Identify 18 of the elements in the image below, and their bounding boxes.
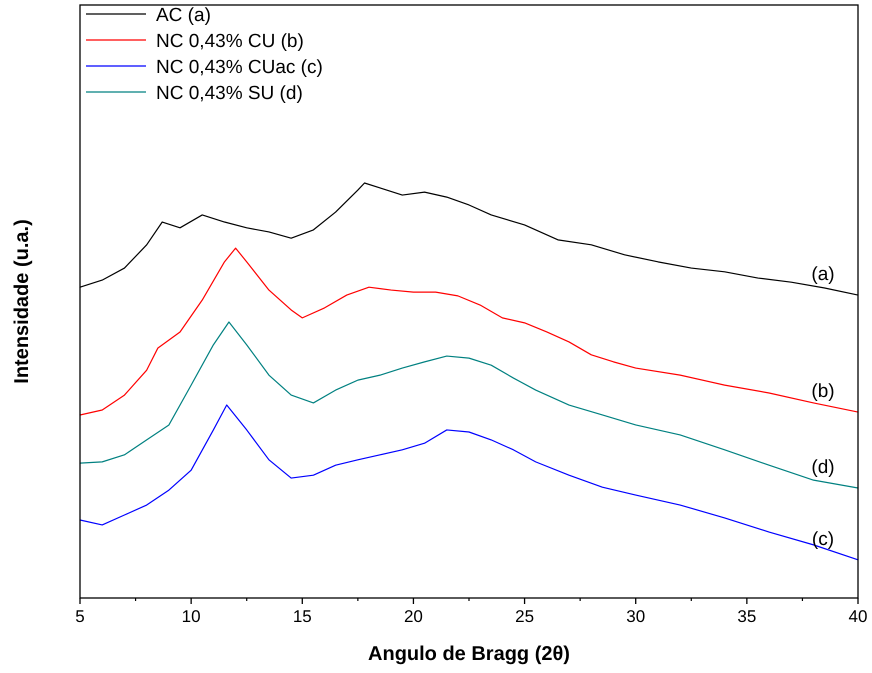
- annotation: (b): [811, 381, 835, 402]
- x-tick-label: 20: [404, 607, 423, 626]
- legend-label: NC 0,43% CUac (c): [156, 57, 323, 78]
- annotation: (d): [811, 457, 835, 478]
- annotation: (c): [812, 528, 834, 550]
- x-tick-label: 40: [848, 607, 868, 626]
- y-axis-title: Intensidade (u.a.): [11, 219, 33, 384]
- x-tick-label: 5: [75, 607, 85, 626]
- annotation: (a): [811, 264, 835, 286]
- x-tick-label: 35: [737, 607, 756, 626]
- x-axis-title: Angulo de Bragg (2θ): [368, 643, 570, 665]
- x-tick-label: 30: [626, 607, 646, 626]
- legend-label: NC 0,43% SU (d): [156, 83, 303, 104]
- x-tick-label: 15: [292, 607, 312, 626]
- legend-label: AC (a): [156, 5, 211, 26]
- legend-label: NC 0,43% CU (b): [156, 31, 304, 52]
- x-tick-label: 10: [182, 607, 201, 626]
- x-tick-label: 25: [515, 607, 534, 626]
